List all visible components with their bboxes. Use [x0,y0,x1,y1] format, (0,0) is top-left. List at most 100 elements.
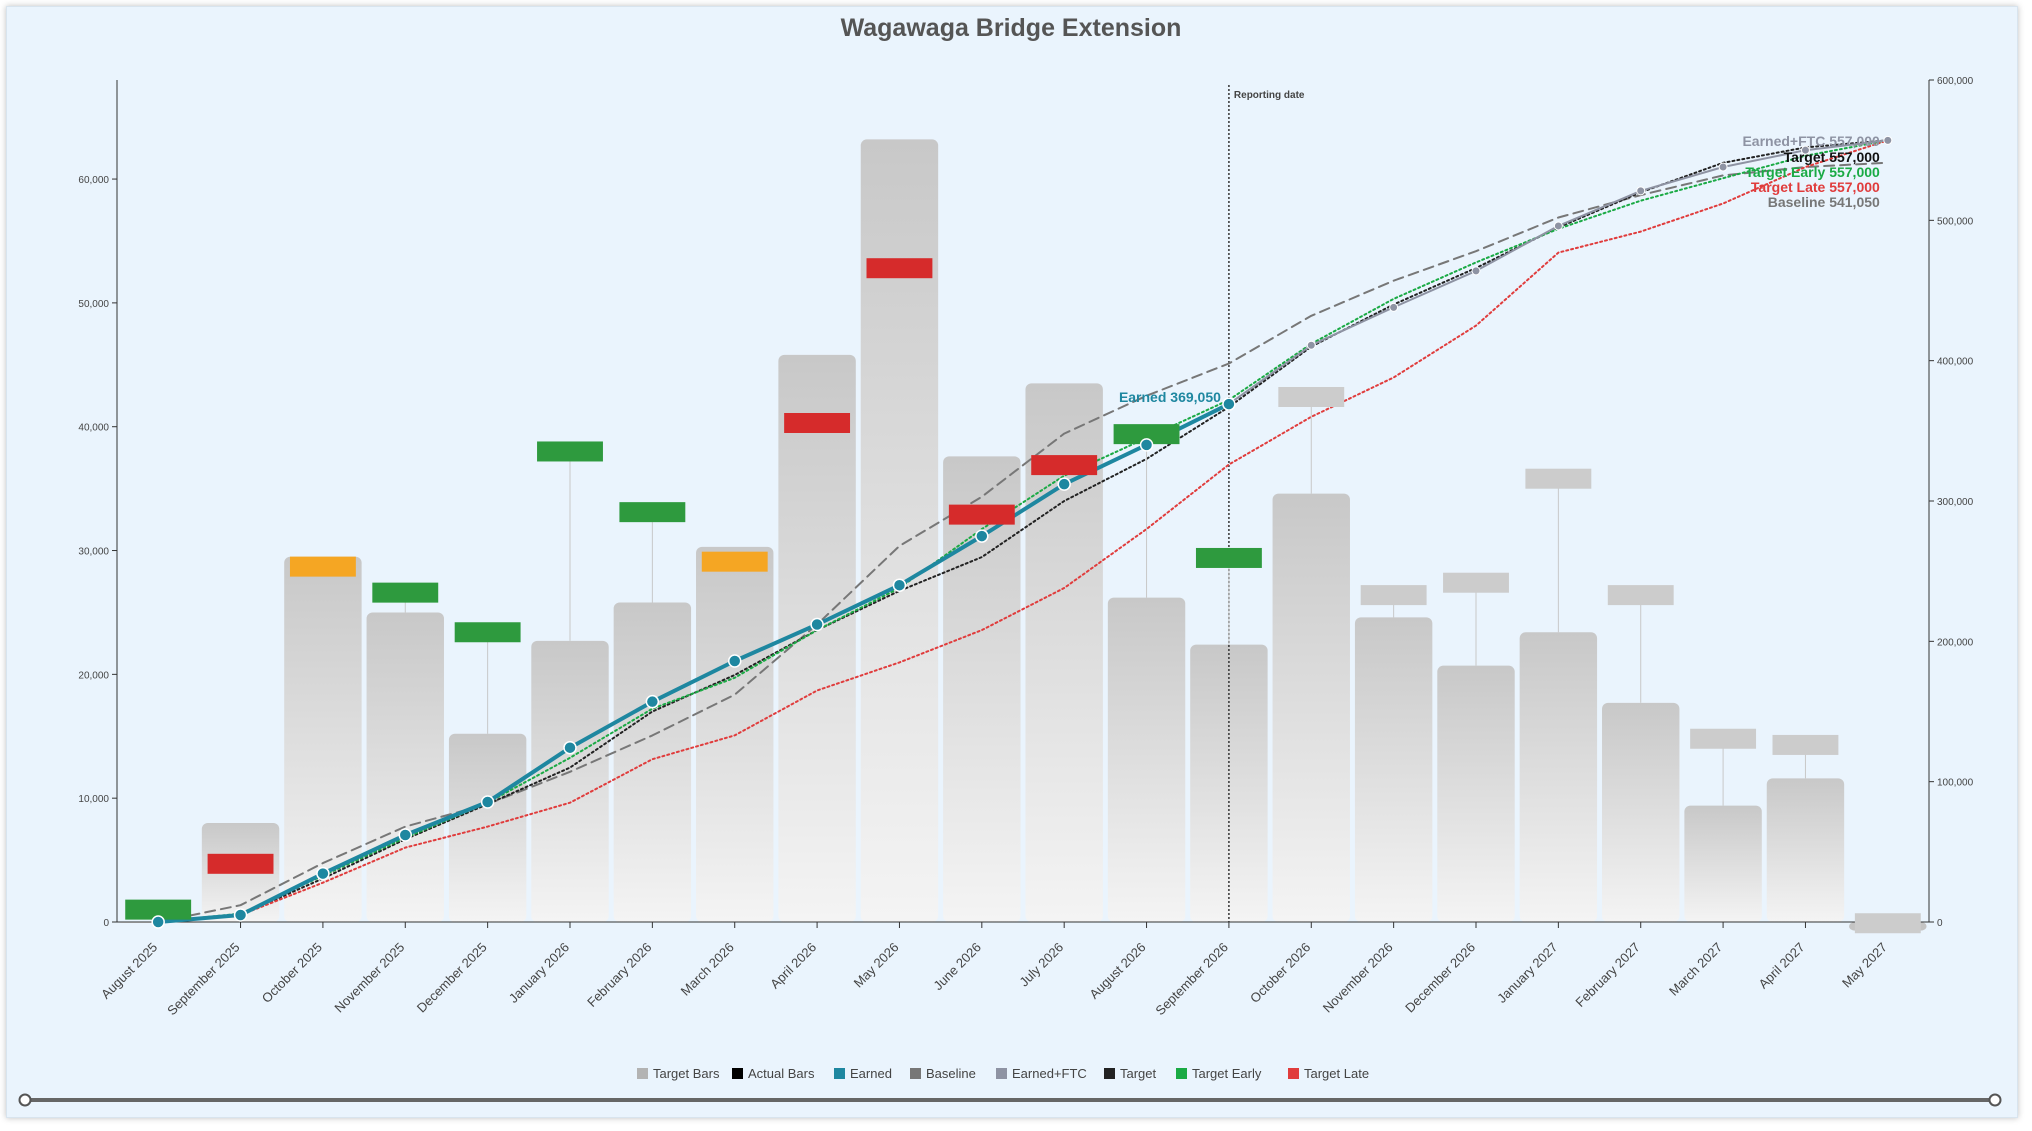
target-bar [531,640,609,922]
legend-swatch [910,1068,921,1079]
earned-end-label: Earned 369,050 [1119,389,1221,405]
x-axis-tick-label: March 2026 [678,940,737,999]
target-bar [1437,665,1515,922]
line-target-late [157,139,1889,923]
x-axis-tick-label: June 2026 [930,940,984,994]
legend-label: Actual Bars [748,1066,815,1081]
actual-bar-marker [207,853,274,874]
range-slider[interactable] [18,1093,2002,1107]
target-bar [1107,597,1186,922]
reporting-date-group: Reporting date [1228,85,1305,922]
target-bars-group [119,139,1927,931]
actual-bar-marker [1525,468,1592,489]
earned-point [233,908,248,922]
earned-point [810,617,824,632]
actual-bar-marker [1360,585,1427,606]
actual-bars-group [125,258,1921,934]
x-axis-tick-label: April 2026 [767,940,819,992]
line-target-early [157,139,1889,923]
left-axis-tick-label: 0 [103,918,109,929]
target-bar [1025,383,1103,922]
right-axis-tick-label: 600,000 [1937,76,1974,87]
x-axis-tick-label: October 2025 [259,940,325,1006]
earned-point [563,740,577,755]
actual-bar-marker [619,502,686,523]
line-earned [156,402,1231,924]
earned-point [480,795,495,809]
actual-bar-marker [289,556,356,577]
earned-point [316,866,330,881]
legend-label: Earned+FTC [1012,1066,1087,1081]
earned-ftc-point [1553,221,1563,231]
target-bar [448,733,527,922]
left-axis-tick-label: 50,000 [78,299,109,310]
earned-ftc-point [1389,302,1399,312]
actual-bar-marker [1607,585,1674,606]
end-label: Target 557,000 [1784,149,1880,165]
points-group [151,135,1893,929]
legend-label: Target Late [1304,1066,1369,1081]
legend-label: Target Early [1192,1066,1262,1081]
x-axis-tick-label: January 2026 [506,940,572,1006]
actual-bar-marker [1031,455,1098,476]
actual-bar-marker [784,412,851,433]
x-axis-tick-label: May 2027 [1839,940,1890,991]
legend-swatch [637,1068,648,1079]
target-bar [613,602,692,922]
end-label: Target Early 557,000 [1745,164,1880,180]
x-axis-tick-label: December 2025 [414,940,490,1016]
legend-label: Target Bars [653,1066,720,1081]
legend-label: Baseline [926,1066,976,1081]
target-bar [860,139,939,922]
left-axis-tick-label: 60,000 [78,175,109,186]
earned-point [892,578,907,592]
x-axis-tick-label: February 2027 [1572,940,1642,1010]
actual-bar-marker [1113,424,1180,445]
range-slider-left-handle[interactable] [18,1093,32,1107]
right-axis-tick-label: 400,000 [1937,357,1974,368]
earned-point [151,915,165,929]
earned-point [398,828,413,842]
reporting-date-label: Reporting date [1234,90,1305,101]
right-axis-tick-label: 200,000 [1937,637,1974,648]
legend-swatch [1176,1068,1187,1079]
earned-point [1139,438,1154,452]
right-axis-tick-label: 300,000 [1937,497,1974,508]
earned-ftc-point [1471,266,1481,276]
x-axis-tick-label: November 2026 [1320,940,1396,1016]
earned-ftc-point [1883,135,1893,145]
actual-bar-marker [866,258,933,279]
actual-bar-marker [372,582,439,603]
end-label: Earned+FTC 557,000 [1742,133,1880,149]
target-bar [1684,805,1762,922]
legend-swatch [1288,1068,1299,1079]
chart-title: Wagawaga Bridge Extension [841,14,1182,42]
target-bar [1602,702,1680,922]
x-axis-tick-label: May 2026 [851,940,902,991]
x-axis-tick-label: August 2025 [98,940,160,1002]
x-axis-tick-label: April 2027 [1756,940,1808,992]
legend-swatch [732,1068,743,1079]
actual-bar-marker [1443,572,1509,593]
actual-bar-marker [1772,734,1839,755]
actual-bar-marker [125,899,192,920]
left-axis-tick-label: 40,000 [78,423,109,434]
x-axis-tick-label: September 2025 [164,940,243,1019]
chart-frame: Wagawaga Bridge Extension 0 10,000 20,000 3… [6,6,2018,1118]
legend-label: Earned [850,1066,892,1081]
target-bar [1766,778,1845,922]
range-slider-right-handle[interactable] [1988,1093,2002,1107]
end-label: Target Late 557,000 [1751,179,1880,195]
left-axis-tick-label: 10,000 [78,794,109,805]
line-target [157,139,1889,923]
end-label: Baseline 541,050 [1768,194,1880,210]
actual-bar-marker [454,622,521,643]
left-axis-tick-label: 20,000 [78,670,109,681]
actual-bar-marker [1854,913,1921,934]
actual-bar-marker [1195,547,1262,568]
actual-bar-marker [701,551,768,572]
target-bar [1519,632,1598,922]
x-axis-tick-label: November 2025 [331,940,407,1016]
target-bar [1272,493,1350,922]
